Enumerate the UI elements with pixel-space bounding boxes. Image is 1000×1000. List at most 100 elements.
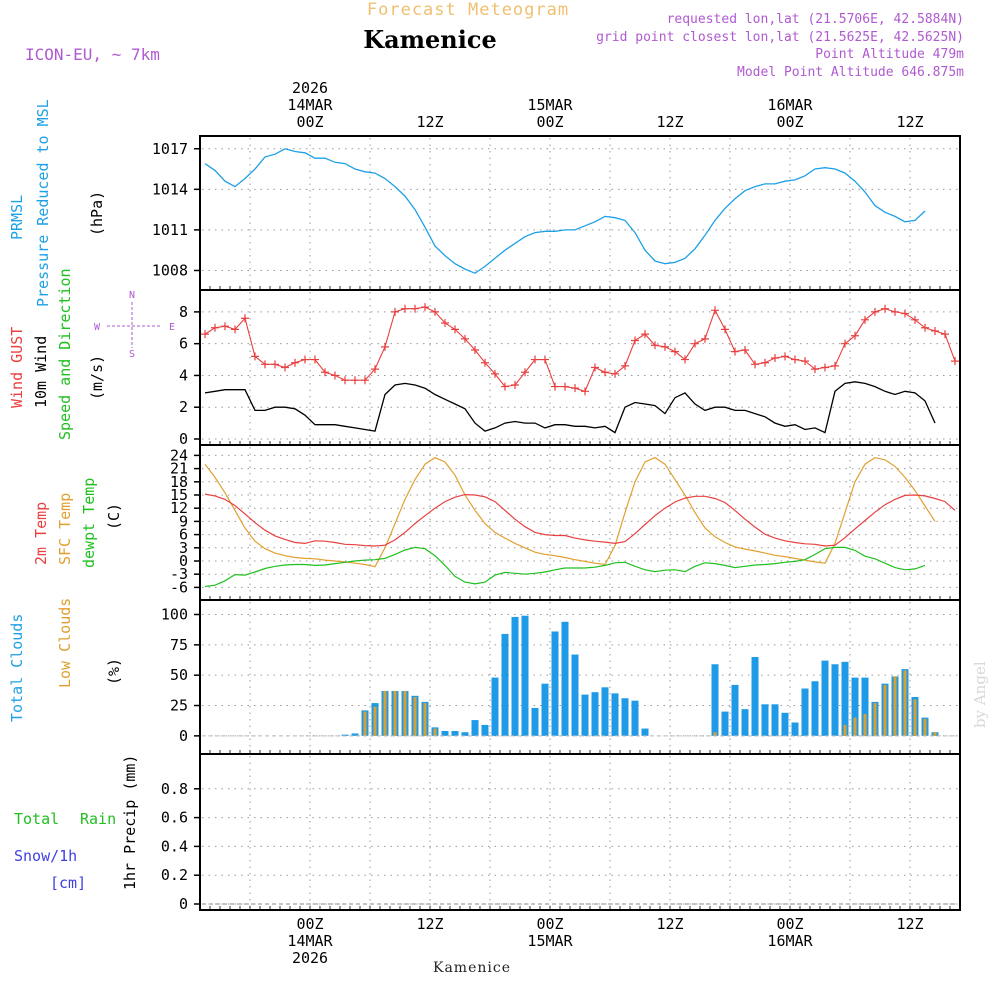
top-time-label: 2026 [292,79,328,97]
bottom-time-label: 16MAR [767,932,813,950]
total-cloud-bar [721,711,729,736]
gust-marker [791,355,799,364]
total-cloud-bar [841,661,849,736]
footer-station: Kamenice [433,960,511,976]
gust-marker [881,304,889,313]
bottom-time-label: 2026 [292,949,328,967]
y-tick-label: 8 [179,303,188,321]
gust-marker [501,382,509,391]
total-cloud-bar [751,656,759,736]
gust-marker [651,341,659,350]
clouds-units: (%) [105,658,123,685]
low-cloud-bar [843,724,847,736]
temp-sfc-label: SFC Temp [56,493,74,565]
gust-marker [781,352,789,361]
low-cloud-bar [873,703,877,736]
y-tick-label: 75 [170,636,188,654]
low-clouds-label: Low Clouds [56,598,74,688]
total-cloud-bar [451,731,459,736]
y-tick-label: -6 [170,578,188,596]
model-point-altitude: Model Point Altitude 646.875m [737,65,964,80]
gust-marker [301,355,309,364]
total-cloud-bar [821,660,829,736]
gust-marker [441,319,449,328]
low-cloud-bar [923,718,927,736]
total-cloud-bar [591,692,599,736]
y-tick-label: 6 [179,335,188,353]
gust-marker [671,347,679,356]
total-cloud-bar [441,731,449,736]
gust-marker [411,304,419,313]
gust-marker [231,325,239,334]
wind-speed-direction-label: Speed and Direction [56,268,74,440]
y-tick-label: -3 [170,565,188,583]
gust-marker [331,371,339,380]
total-cloud-bar [491,677,499,736]
prmsl-line [204,148,926,274]
temp-dewpt-label: dewpt Temp [80,478,98,568]
gust-marker [831,361,839,370]
gust-marker [521,368,529,377]
gust-marker [561,382,569,391]
gust-marker [571,384,579,393]
y-tick-label: 4 [179,366,188,384]
gust-marker [261,360,269,369]
gust-marker [531,355,539,364]
temp-units: (C) [105,503,123,530]
gust-marker [721,325,729,334]
wind-10m-line [204,381,936,434]
compass-e: E [169,322,175,333]
total-cloud-bar [831,664,839,736]
gust-marker [271,360,279,369]
bottom-time-label: 12Z [656,915,683,933]
gust-marker [381,342,389,351]
y-tick-label: 12 [170,499,188,517]
low-cloud-bar [383,690,387,736]
gust-marker [281,363,289,372]
total-cloud-bar [851,677,859,736]
total-cloud-bar [341,734,349,736]
bottom-time-label: 14MAR [287,932,333,950]
gust-marker [511,380,519,389]
total-cloud-bar [531,707,539,736]
temperature-series [204,456,956,588]
gust-marker [941,330,949,339]
y-tick-label: 0.8 [161,780,188,798]
y-tick-label: 21 [170,460,188,478]
y-tick-label: 1017 [152,140,188,158]
wind-series [201,303,959,434]
gust-marker [451,325,459,334]
total-cloud-bar [621,698,629,736]
bottom-time-label: 00Z [776,915,803,933]
gust-marker [591,363,599,372]
gust-marker [541,355,549,364]
gust-marker [761,358,769,367]
total-cloud-bar [861,677,869,736]
total-cloud-bar [631,700,639,736]
model-label: ICON-EU, ~ 7km [25,45,160,64]
y-tick-label: 1008 [152,261,188,279]
bottom-time-label: 00Z [296,915,323,933]
total-cloud-bar [741,709,749,736]
total-cloud-bar [511,616,519,736]
axis-ticks: 100810111014101702468-6-3036912151821240… [152,140,951,913]
y-tick-label: 0.2 [161,866,188,884]
wind-gust-line [204,306,956,392]
y-tick-label: 24 [170,446,188,464]
low-cloud-bar [373,706,377,736]
snow-cm-label: [cm] [50,874,86,892]
temp-2m-label: 2m Temp [32,502,50,565]
top-time-label: 00Z [536,113,563,131]
grid-point-coordinates: grid point closest lon,lat (21.5625E, 42… [596,30,964,45]
low-cloud-bar [853,717,857,736]
gust-marker [461,334,469,343]
low-cloud-bar [913,699,917,736]
cloud-bars [202,615,958,905]
total-clouds-label: Total Clouds [8,614,26,722]
total-cloud-bar [791,722,799,736]
total-cloud-bar [571,654,579,736]
gust-marker [371,365,379,374]
snow-label: Snow/1h [14,847,77,865]
pressure-msl-label: Pressure Reduced to MSL [34,99,52,307]
